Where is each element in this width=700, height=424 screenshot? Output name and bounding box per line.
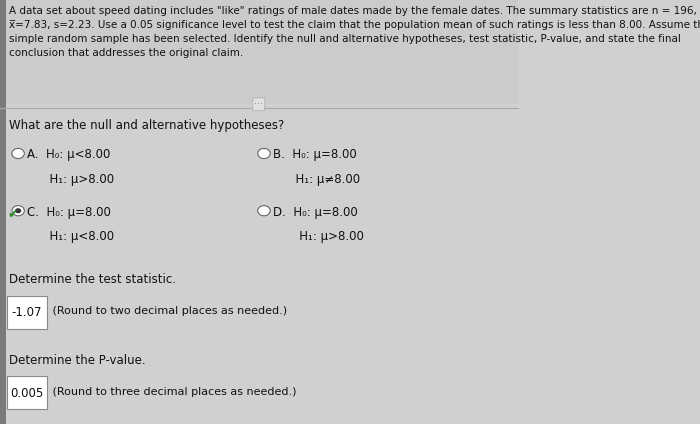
Text: A.  H₀: μ<8.00: A. H₀: μ<8.00 — [27, 148, 111, 162]
Circle shape — [258, 148, 270, 159]
Text: D.  H₀: μ=8.00: D. H₀: μ=8.00 — [273, 206, 358, 219]
FancyBboxPatch shape — [0, 0, 517, 104]
Text: ···: ··· — [254, 99, 263, 109]
Text: A data set about speed dating includes "like" ratings of male dates made by the : A data set about speed dating includes "… — [9, 6, 700, 59]
Text: H₁: μ≠8.00: H₁: μ≠8.00 — [273, 173, 360, 186]
FancyBboxPatch shape — [7, 376, 47, 409]
FancyBboxPatch shape — [0, 0, 6, 424]
Text: H₁: μ>8.00: H₁: μ>8.00 — [273, 230, 364, 243]
Text: H₁: μ<8.00: H₁: μ<8.00 — [27, 230, 115, 243]
Text: B.  H₀: μ=8.00: B. H₀: μ=8.00 — [273, 148, 357, 162]
Circle shape — [12, 206, 24, 216]
Circle shape — [15, 208, 21, 213]
Circle shape — [12, 148, 24, 159]
Text: Determine the test statistic.: Determine the test statistic. — [9, 273, 176, 287]
Text: What are the null and alternative hypotheses?: What are the null and alternative hypoth… — [9, 119, 285, 132]
Text: C.  H₀: μ=8.00: C. H₀: μ=8.00 — [27, 206, 111, 219]
Text: H₁: μ>8.00: H₁: μ>8.00 — [27, 173, 115, 186]
Text: (Round to three decimal places as needed.): (Round to three decimal places as needed… — [49, 387, 296, 397]
FancyBboxPatch shape — [7, 296, 47, 329]
Text: (Round to two decimal places as needed.): (Round to two decimal places as needed.) — [49, 306, 287, 316]
Circle shape — [258, 206, 270, 216]
Text: ✔: ✔ — [8, 208, 18, 221]
Text: 0.005: 0.005 — [10, 387, 43, 400]
Text: -1.07: -1.07 — [12, 306, 42, 319]
Text: Determine the P-value.: Determine the P-value. — [9, 354, 146, 367]
